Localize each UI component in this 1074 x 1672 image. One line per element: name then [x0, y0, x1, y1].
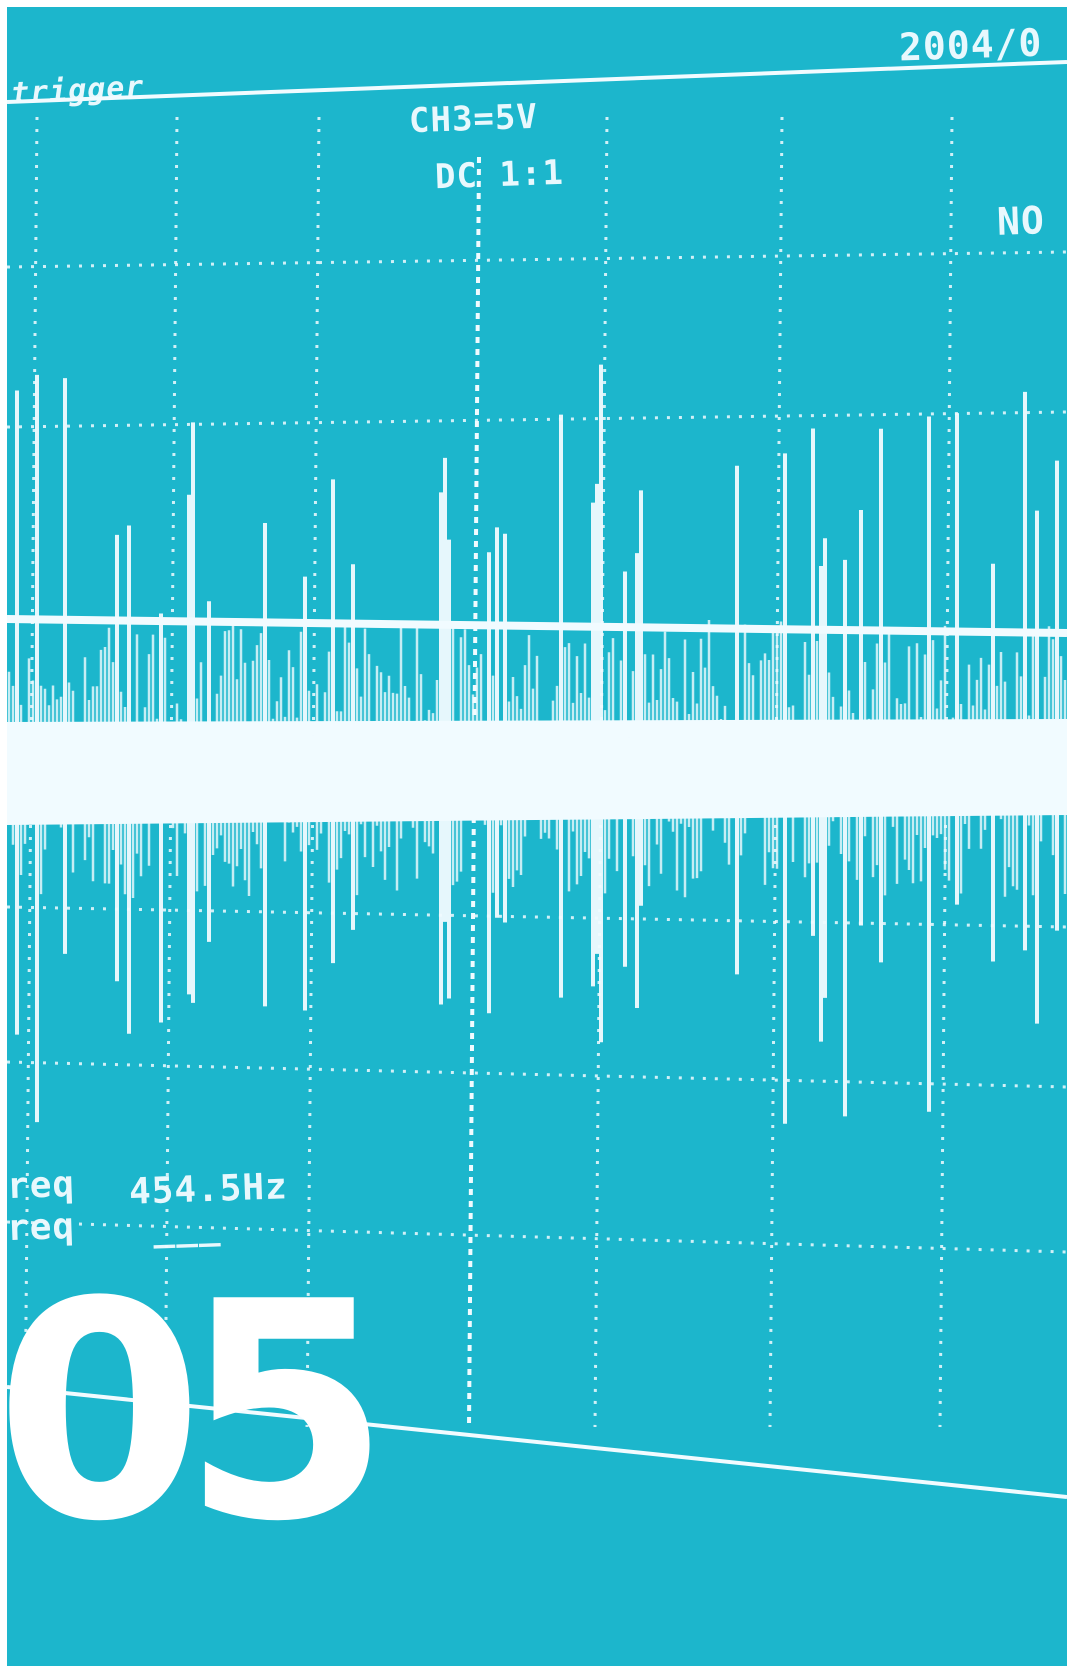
grid-line-horizontal [7, 250, 1067, 269]
freq-label-1: req [7, 1163, 76, 1208]
grid-line-horizontal [7, 410, 1067, 429]
graticule-grid [7, 116, 1067, 1428]
chapter-number: 05 [7, 1238, 391, 1587]
grid-line-vertical [163, 116, 179, 1428]
center-axis-vertical [467, 156, 481, 1428]
waveform-trace [7, 364, 1067, 1124]
channel-scale-readout: CH3=5V [408, 96, 539, 142]
coupling-readout: DC 1:1 [434, 152, 565, 198]
grid-line-horizontal [7, 1060, 1067, 1089]
grid-line-vertical [938, 116, 954, 1428]
grid-line-horizontal [7, 1220, 1067, 1254]
trigger-label: trigger [10, 69, 146, 112]
oscilloscope-photo: trigger 2004/0 CH3=5V DC 1:1 NO req req … [7, 7, 1067, 1666]
screen-border-bottom [7, 1385, 1067, 1499]
grid-line-vertical [305, 116, 321, 1428]
center-axis [467, 156, 481, 1428]
oscilloscope-screen [7, 60, 1067, 1499]
grid-line-vertical [23, 116, 39, 1428]
mode-readout: NO [996, 198, 1046, 244]
screen-border-top [7, 60, 1067, 104]
date-readout: 2004/0 [898, 20, 1044, 70]
grid-line-horizontal [7, 905, 1067, 929]
trace-baseline [7, 615, 1067, 637]
grid-line-vertical [768, 116, 784, 1428]
grid-line-vertical [593, 116, 609, 1428]
screen-border [7, 60, 1067, 1499]
